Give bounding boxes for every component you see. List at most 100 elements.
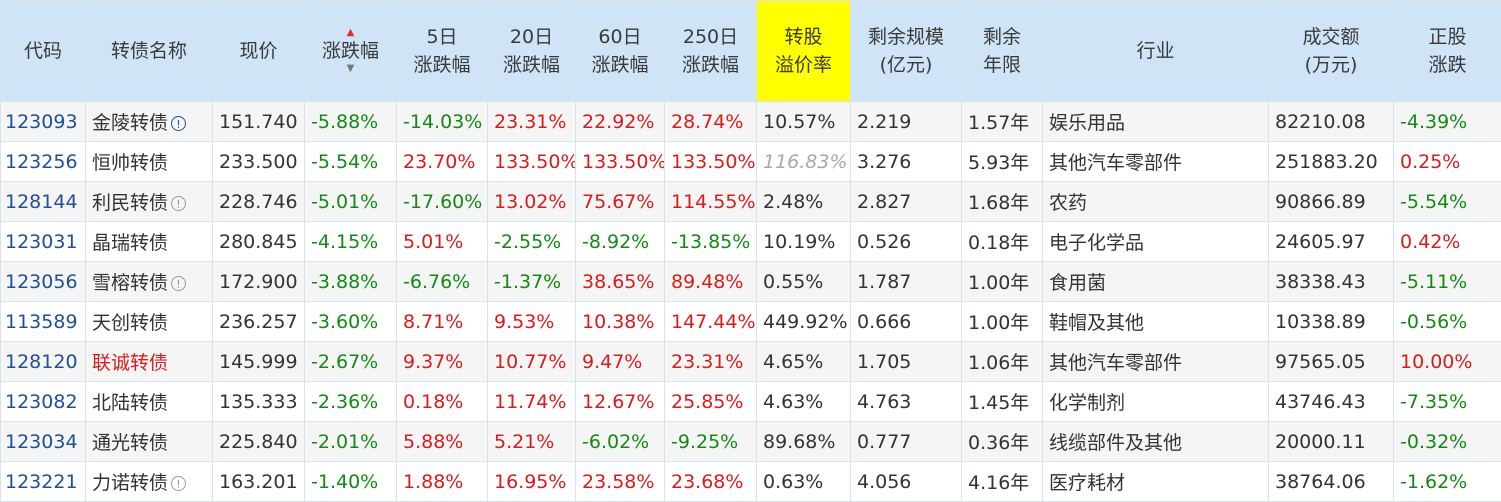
bond-name[interactable]: 雪榕转债 [92,272,168,294]
cell-industry: 鞋帽及其他 [1043,302,1269,342]
header-price[interactable]: 现价 [213,1,305,102]
cell-code[interactable]: 123093 [1,102,86,142]
header-chg20[interactable]: 20日 涨跌幅 [488,1,576,102]
bond-name[interactable]: 通光转债 [92,432,168,454]
cell-turnover: 10338.89 [1269,302,1394,342]
cell-chg60: 75.67% [576,182,665,222]
cell-name[interactable]: 利民转债! [86,182,213,222]
cell-code[interactable]: 123034 [1,422,86,462]
cell-name[interactable]: 通光转债 [86,422,213,462]
header-stock-change[interactable]: 正股 涨跌 [1394,1,1501,102]
header-chg250[interactable]: 250日 涨跌幅 [665,1,757,102]
cell-scale: 0.526 [851,222,962,262]
cell-years: 4.16年 [962,462,1043,502]
cell-chg5: 0.18% [397,382,488,422]
cell-chg250: -13.85% [665,222,757,262]
cell-scale: 4.763 [851,382,962,422]
cell-stock-chg: -7.35% [1394,382,1501,422]
cell-change: -3.60% [305,302,397,342]
cell-chg250: 25.85% [665,382,757,422]
bond-name[interactable]: 北陆转债 [92,392,168,414]
cell-price: 163.201 [213,462,305,502]
cell-chg250: 133.50% [665,142,757,182]
cell-chg60: 22.92% [576,102,665,142]
bond-name[interactable]: 晶瑞转债 [92,232,168,254]
cell-premium: 89.68% [757,422,851,462]
info-icon[interactable]: ! [171,196,186,211]
cell-chg60: -6.02% [576,422,665,462]
header-chg5[interactable]: 5日 涨跌幅 [397,1,488,102]
header-name[interactable]: 转债名称 [86,1,213,102]
bond-name[interactable]: 联诚转债 [92,352,168,374]
cell-name[interactable]: 雪榕转债! [86,262,213,302]
cell-scale: 4.056 [851,462,962,502]
cell-name[interactable]: 联诚转债 [86,342,213,382]
cell-code[interactable]: 128144 [1,182,86,222]
cell-chg250: 28.74% [665,102,757,142]
cell-name[interactable]: 恒帅转债 [86,142,213,182]
cell-turnover: 97565.05 [1269,342,1394,382]
cell-premium: 449.92% [757,302,851,342]
cell-scale: 2.827 [851,182,962,222]
cell-chg250: -9.25% [665,422,757,462]
cell-premium: 2.48% [757,182,851,222]
cell-chg250: 114.55% [665,182,757,222]
cell-price: 151.740 [213,102,305,142]
cell-code[interactable]: 123221 [1,462,86,502]
cell-name[interactable]: 力诺转债! [86,462,213,502]
cell-change: -2.01% [305,422,397,462]
cell-chg5: 23.70% [397,142,488,182]
cell-premium: 4.63% [757,382,851,422]
header-chg60[interactable]: 60日 涨跌幅 [576,1,665,102]
cell-price: 145.999 [213,342,305,382]
cell-code[interactable]: 123082 [1,382,86,422]
header-industry[interactable]: 行业 [1043,1,1269,102]
cell-chg60: 10.38% [576,302,665,342]
cell-turnover: 43746.43 [1269,382,1394,422]
header-change[interactable]: ▲ 涨跌幅 ▼ [305,1,397,102]
sort-down-icon: ▼ [347,65,355,73]
cell-years: 5.93年 [962,142,1043,182]
bond-name[interactable]: 天创转债 [92,312,168,334]
header-code[interactable]: 代码 [1,1,86,102]
header-premium[interactable]: 转股 溢价率 [757,1,851,102]
cell-name[interactable]: 北陆转债 [86,382,213,422]
header-change-label: 涨跌幅 [322,37,379,65]
cell-code[interactable]: 123056 [1,262,86,302]
cell-premium: 4.65% [757,342,851,382]
info-icon[interactable]: ! [171,116,186,131]
cell-chg60: 133.50% [576,142,665,182]
cell-change: -4.15% [305,222,397,262]
header-scale[interactable]: 剩余规模 (亿元) [851,1,962,102]
cell-industry: 线缆部件及其他 [1043,422,1269,462]
info-icon[interactable]: ! [171,276,186,291]
cell-name[interactable]: 天创转债 [86,302,213,342]
cell-code[interactable]: 123031 [1,222,86,262]
cell-code[interactable]: 128120 [1,342,86,382]
bond-name[interactable]: 恒帅转债 [92,152,168,174]
cell-code[interactable]: 113589 [1,302,86,342]
cell-code[interactable]: 123256 [1,142,86,182]
header-turnover[interactable]: 成交额 (万元) [1269,1,1394,102]
bond-name[interactable]: 利民转债 [92,192,168,214]
cell-turnover: 90866.89 [1269,182,1394,222]
cell-chg60: 38.65% [576,262,665,302]
info-icon[interactable]: ! [171,476,186,491]
cell-turnover: 24605.97 [1269,222,1394,262]
cell-name[interactable]: 晶瑞转债 [86,222,213,262]
cell-name[interactable]: 金陵转债! [86,102,213,142]
header-years[interactable]: 剩余 年限 [962,1,1043,102]
bond-name[interactable]: 金陵转债 [92,112,168,134]
